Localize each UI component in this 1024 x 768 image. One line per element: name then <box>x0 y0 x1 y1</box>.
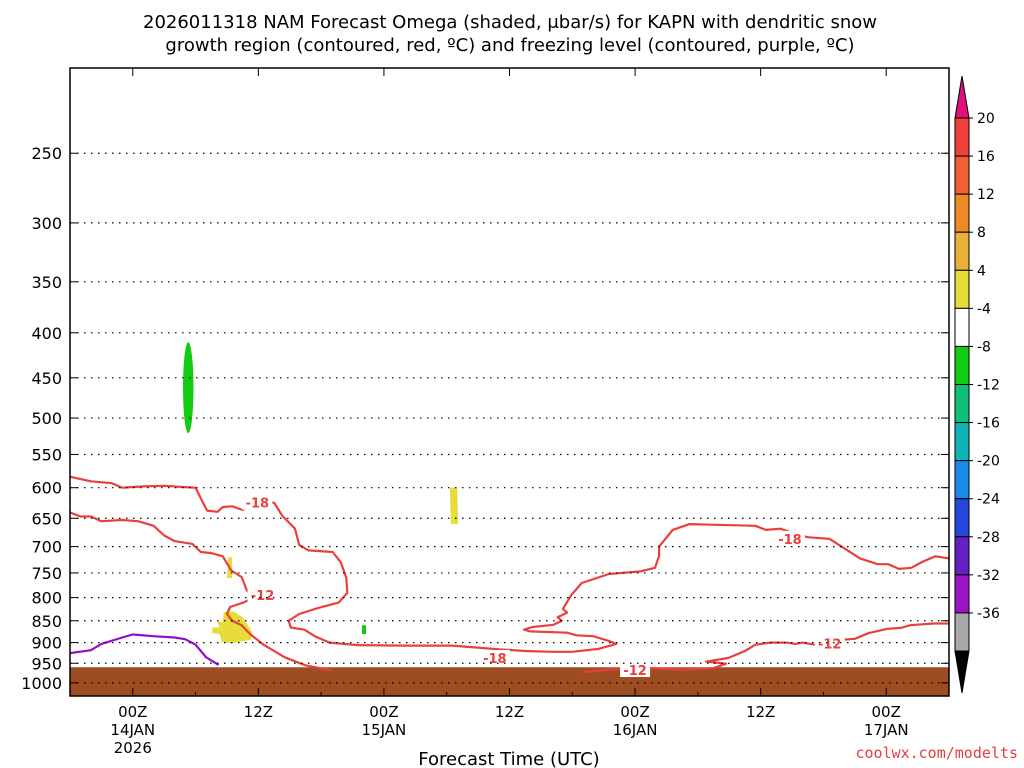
contour-label-m18-b: -18 <box>483 652 507 667</box>
plot-area: -18 -12 -18 -12 -18 -12 <box>69 67 950 697</box>
ytick-label-800: 800 <box>31 589 62 608</box>
ytick-label-450: 450 <box>31 369 62 388</box>
colorbar-swatch-7 <box>954 384 970 424</box>
contour-label-m12-c-bg <box>814 635 845 651</box>
ytick-label-300: 300 <box>31 214 62 233</box>
colorbar-label-1: 16 <box>977 149 995 165</box>
omega-yellow-625 <box>449 487 459 525</box>
xtick-date-0: 14JAN <box>110 721 155 739</box>
colorbar-label-7: -12 <box>977 378 1000 394</box>
contour-label-m12-b-bg <box>620 662 651 678</box>
plot-border <box>69 67 950 697</box>
colorbar-label-13: -36 <box>977 606 1000 622</box>
colorbar-label-4: 4 <box>977 263 986 279</box>
ytick-label-1000: 1000 <box>21 674 62 693</box>
colorbar-swatch-13 <box>954 612 970 652</box>
colorbar-swatch-8 <box>954 422 970 462</box>
ytick-label-400: 400 <box>31 324 62 343</box>
credit-text: coolwx.com/modelts <box>855 744 1018 762</box>
colorbar-swatch-3 <box>954 231 970 271</box>
ytick-label-850: 850 <box>31 612 62 631</box>
colorbar-swatch-0 <box>954 117 970 157</box>
xtick-label-4: 00Z <box>620 703 649 721</box>
x-axis-title: Forecast Time (UTC) <box>418 749 599 768</box>
contour-label-m18-c-bg <box>774 530 805 546</box>
contour-label-m18-a-bg <box>242 494 273 510</box>
xtick-date-6: 17JAN <box>864 721 909 739</box>
xtick-year-0: 2026 <box>114 739 152 757</box>
colorbar-swatch-2 <box>954 193 970 233</box>
xtick-label-3: 12Z <box>495 703 524 721</box>
chart-title-line2: growth region (contoured, red, ºC) and f… <box>165 35 854 56</box>
chart-title-line1: 2026011318 NAM Forecast Omega (shaded, μ… <box>143 12 877 33</box>
ytick-label-650: 650 <box>31 509 62 528</box>
ytick-label-250: 250 <box>31 144 62 163</box>
xtick-label-6: 00Z <box>872 703 901 721</box>
ytick-label-350: 350 <box>31 273 62 292</box>
colorbar-swatch-10 <box>954 498 970 538</box>
colorbar-label-10: -24 <box>977 492 1000 508</box>
ytick-label-550: 550 <box>31 445 62 464</box>
grid-lines <box>70 152 949 684</box>
contour-label-m18-a: -18 <box>246 497 270 512</box>
colorbar-label-8: -16 <box>977 416 1000 432</box>
omega-green-870 <box>362 625 367 634</box>
colorbar-label-6: -8 <box>977 339 991 355</box>
xtick-label-0: 00Z <box>118 703 147 721</box>
colorbar: 20 16 12 8 4 -4 -8 -12 -16 -20 -24 -28 -32 -36 <box>954 75 1000 694</box>
xtick-date-2: 15JAN <box>362 721 407 739</box>
plot-inner: -18 -12 -18 -12 -18 -12 <box>70 342 949 696</box>
xtick-label-2: 00Z <box>369 703 398 721</box>
colorbar-label-12: -32 <box>977 568 1000 584</box>
contour-label-m12-c: -12 <box>818 637 842 652</box>
colorbar-swatch-5 <box>954 307 970 347</box>
ytick-label-750: 750 <box>31 564 62 583</box>
contour-label-m12-a-bg <box>247 587 278 603</box>
colorbar-bottom-arrow <box>954 650 970 694</box>
ytick-label-900: 900 <box>31 634 62 653</box>
ytick-label-700: 700 <box>31 538 62 557</box>
ytick-label-600: 600 <box>31 479 62 498</box>
xtick-date-4: 16JAN <box>613 721 658 739</box>
ytick-label-950: 950 <box>31 654 62 673</box>
colorbar-label-11: -28 <box>977 530 1000 546</box>
colorbar-swatch-1 <box>954 155 970 195</box>
dgz-contour-lower <box>70 511 332 672</box>
colorbar-swatch-11 <box>954 536 970 576</box>
omega-green-450 <box>183 342 194 434</box>
xtick-label-1: 12Z <box>244 703 273 721</box>
y-axis-ticks: 250 300 350 400 450 500 550 600 650 700 750 800 850 9… <box>21 144 949 693</box>
colorbar-swatch-4 <box>954 269 970 309</box>
contour-label-m18-b-bg <box>479 649 510 665</box>
dgz-contour-upper <box>70 475 949 653</box>
xtick-label-5: 12Z <box>746 703 775 721</box>
colorbar-top-arrow <box>954 75 970 119</box>
dgz-contour-bottom <box>582 622 949 674</box>
omega-yellow-870 <box>212 611 253 644</box>
ytick-label-500: 500 <box>31 409 62 428</box>
colorbar-label-2: 12 <box>977 187 995 203</box>
colorbar-swatch-6 <box>954 345 970 385</box>
colorbar-label-0: 20 <box>977 111 995 127</box>
colorbar-swatch-9 <box>954 460 970 500</box>
contour-label-m18-c: -18 <box>778 533 802 548</box>
freezing-level-contour <box>70 633 220 666</box>
colorbar-swatch-12 <box>954 574 970 614</box>
colorbar-label-5: -4 <box>977 301 991 317</box>
colorbar-label-9: -20 <box>977 454 1000 470</box>
contour-label-m12-a: -12 <box>251 589 275 604</box>
contour-label-m12-b: -12 <box>623 664 647 679</box>
colorbar-label-3: 8 <box>977 225 986 241</box>
